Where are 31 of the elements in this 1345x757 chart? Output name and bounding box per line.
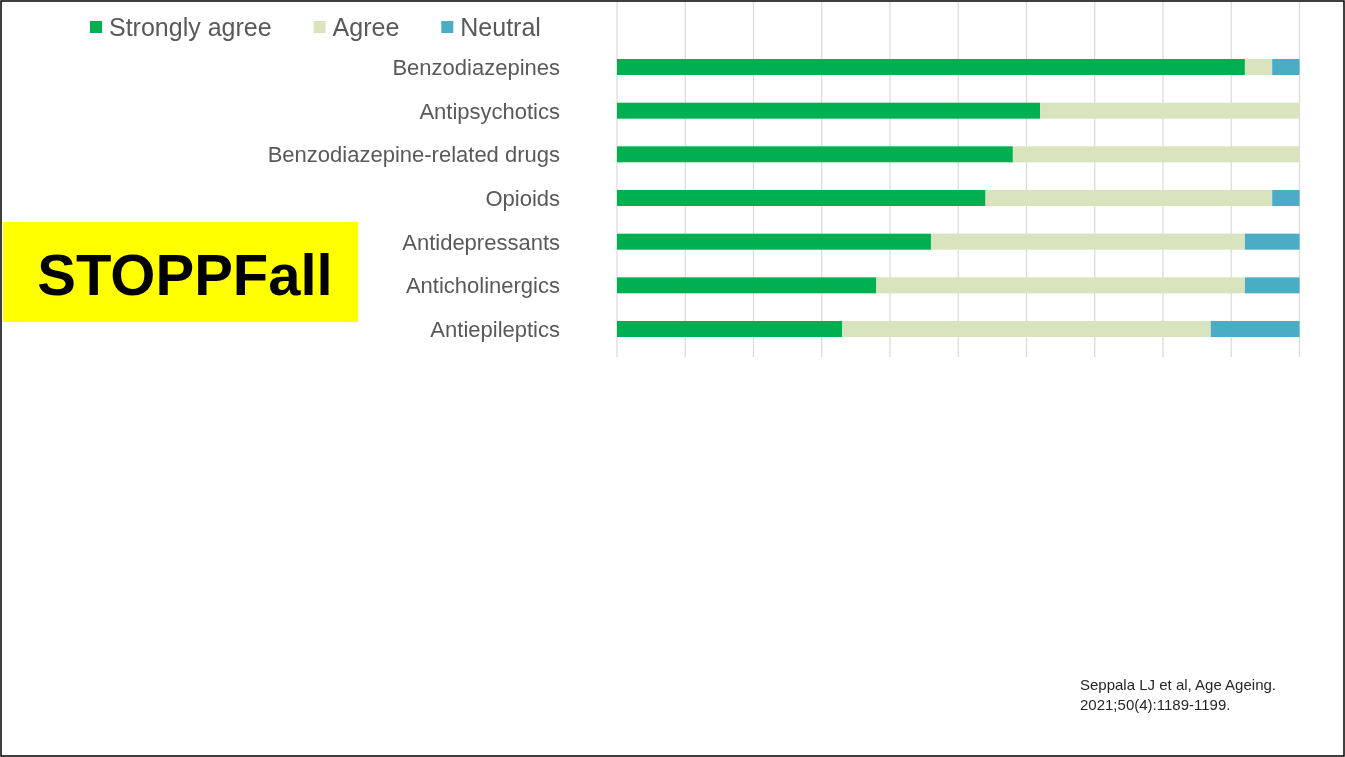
bar: [617, 233, 931, 250]
bar: [617, 321, 843, 337]
bar: [876, 277, 1245, 294]
bar: [1210, 321, 1300, 337]
bar: [985, 190, 1273, 206]
text: Seppala LJ et al, Age Ageing. 2021;50(4):1189-1199.: [1080, 675, 1276, 713]
bar: [1272, 190, 1300, 206]
y-tick-label: Antidepressants: [402, 229, 560, 255]
y-tick-label: Antipsychotics: [419, 98, 560, 124]
bar: [1012, 146, 1300, 163]
bar: [1244, 233, 1300, 250]
bar: [930, 233, 1245, 250]
bar: [1040, 102, 1300, 119]
legend-label: Agree: [332, 13, 400, 41]
y-tick-label: Anticholinergics: [405, 272, 560, 298]
y-tick-label: Opioids: [485, 185, 560, 211]
bar: [617, 59, 1245, 75]
legend-label: Neutral: [460, 13, 541, 41]
bar: [617, 146, 1013, 163]
text: STOPPFall: [37, 241, 333, 307]
bar: [617, 190, 986, 206]
bar: [842, 321, 1211, 337]
bar: [617, 102, 1041, 119]
bar: [1272, 59, 1300, 75]
y-tick-label: Antiepileptics: [430, 316, 560, 342]
y-tick-label: Benzodiazepine-related drugs: [267, 141, 560, 167]
y-tick-label: Benzodiazepines: [392, 54, 560, 80]
bar: [1244, 277, 1300, 294]
legend-label: Strongly agree: [109, 13, 272, 41]
bar: [1244, 59, 1273, 75]
bar: [617, 277, 877, 294]
